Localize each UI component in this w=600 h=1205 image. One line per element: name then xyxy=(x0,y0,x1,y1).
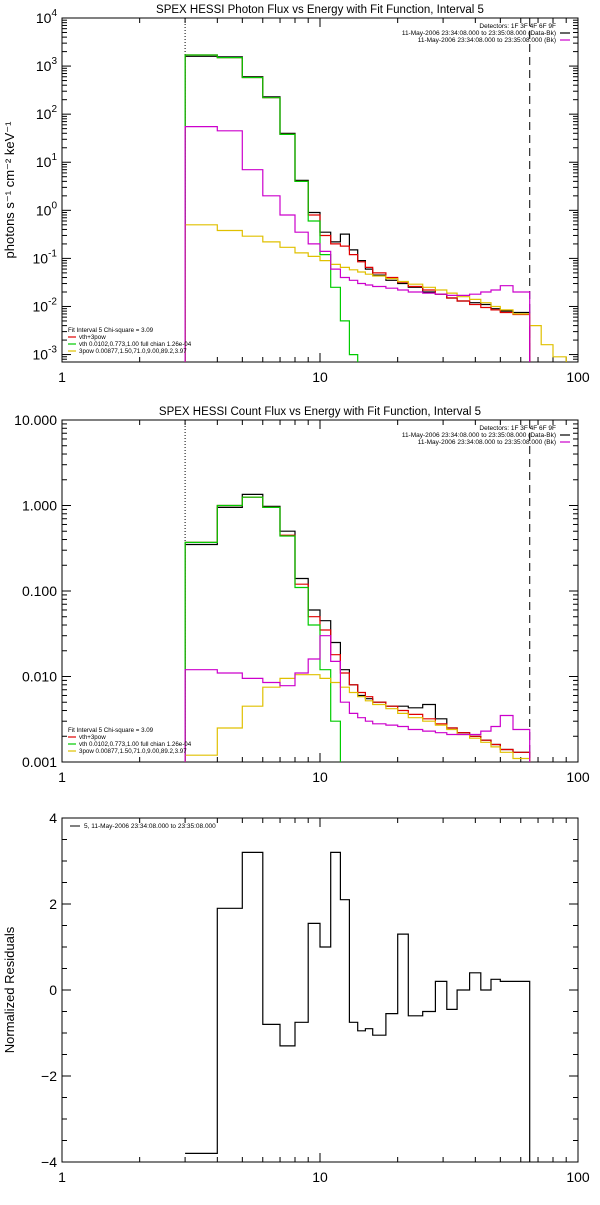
legend-entry: 3pow 0.00877,1.50,71.0,9.00,89.2,3.97 xyxy=(79,348,187,355)
chart-panel-1: SPEX HESSI Photon Flux vs Energy with Fi… xyxy=(2,4,590,385)
y-tick-exponent: 1 xyxy=(51,152,57,163)
legend-entry: Detectors: 1F 3F 4F 6F 9F xyxy=(479,425,556,432)
y-tick-base: 10 xyxy=(36,58,52,74)
legend-entry: 11-May-2006 23:34:08.000 to 23:35:08.000… xyxy=(402,432,556,439)
y-tick-label: 104 xyxy=(36,8,58,26)
legend-entry: vth 0.0102,0.773,1.00 full chian 1.26e-0… xyxy=(79,341,192,348)
chart-panel-3: 1 10 100 −4 −2 0 2 4 Normalized Residuals 5, 11-M… xyxy=(2,810,590,1185)
x-tick-label: 1 xyxy=(58,769,66,785)
legend-entry: vth 0.0102,0.773,1.00 full chian 1.26e-0… xyxy=(79,741,192,748)
legend-entry: Fit Interval 5 Chi-square = 3.09 xyxy=(68,727,154,734)
y-tick-label: 0.010 xyxy=(22,669,57,685)
x-tick-label: 1 xyxy=(58,1169,66,1185)
legend-entry: Fit Interval 5 Chi-square = 3.09 xyxy=(68,327,154,334)
y-tick-label: 0.100 xyxy=(22,583,57,599)
legend-entry: vth+3pow xyxy=(79,334,106,341)
y-tick-base: 10 xyxy=(36,202,52,218)
y-tick-label: 1.000 xyxy=(22,498,57,514)
y-tick-base: 10 xyxy=(36,154,52,170)
legend-entry: vth+3pow xyxy=(79,734,106,741)
y-tick-label: 10.000 xyxy=(14,412,57,428)
chart-title: SPEX HESSI Count Flux vs Energy with Fit… xyxy=(159,406,481,418)
y-tick-label: 103 xyxy=(36,56,58,74)
x-tick-label: 100 xyxy=(566,1169,590,1185)
y-tick-exponent: 2 xyxy=(51,104,57,115)
y-tick-label: 4 xyxy=(49,810,57,826)
y-tick-exponent: -2 xyxy=(48,296,57,307)
y-axis-label: Normalized Residuals xyxy=(2,926,17,1053)
legend-entry: 11-May-2006 23:34:08.000 to 23:35:08.000… xyxy=(402,30,556,37)
chart-title: SPEX HESSI Photon Flux vs Energy with Fi… xyxy=(156,4,484,16)
x-tick-label: 100 xyxy=(566,769,590,785)
y-axis-label: photons s⁻¹ cm⁻² keV⁻¹ xyxy=(2,121,17,259)
y-tick-label: 10-2 xyxy=(33,296,58,314)
y-tick-label: −4 xyxy=(41,1154,57,1170)
series-line-4 xyxy=(184,224,567,362)
x-tick-label: 10 xyxy=(312,1169,328,1185)
series-line-1 xyxy=(184,55,531,362)
chart-panel-2: SPEX HESSI Count Flux vs Energy with Fit… xyxy=(14,406,590,785)
x-tick-label: 10 xyxy=(312,769,328,785)
y-tick-label: 102 xyxy=(36,104,58,122)
plot-frame xyxy=(61,419,579,763)
legend-entry: 11-May-2006 23:34:08.000 to 23:35:08.000… xyxy=(418,37,556,44)
legend-entry: 5, 11-May-2006 23:34:08.000 to 23:35:08.… xyxy=(84,823,216,830)
legend-entry: 11-May-2006 23:34:08.000 to 23:35:08.000… xyxy=(418,439,556,446)
y-tick-exponent: 3 xyxy=(51,56,57,67)
y-tick-base: 10 xyxy=(33,298,49,314)
y-tick-exponent: -1 xyxy=(48,248,57,259)
series-line-1 xyxy=(185,851,531,1162)
y-tick-label: 10-1 xyxy=(33,248,58,266)
series-line-2 xyxy=(184,496,531,762)
series-line-5 xyxy=(184,126,531,362)
x-tick-label: 100 xyxy=(566,369,590,385)
y-tick-label: 2 xyxy=(49,896,57,912)
y-tick-base: 10 xyxy=(36,106,52,122)
x-tick-label: 1 xyxy=(58,369,66,385)
series-line-2 xyxy=(184,54,531,362)
legend-entry: Detectors: 1F 3F 4F 6F 9F xyxy=(479,23,556,30)
y-tick-label: 101 xyxy=(36,152,58,170)
plot-frame xyxy=(61,817,579,1163)
y-tick-label: 0 xyxy=(49,982,57,998)
y-tick-exponent: 0 xyxy=(51,200,57,211)
y-tick-exponent: -3 xyxy=(48,345,57,356)
y-tick-base: 10 xyxy=(36,10,52,26)
y-tick-base: 10 xyxy=(33,250,49,266)
y-tick-label: 100 xyxy=(36,200,58,218)
y-tick-label: 0.001 xyxy=(22,754,57,770)
y-tick-label: −2 xyxy=(41,1068,57,1084)
series-line-3 xyxy=(184,496,341,762)
series-line-1 xyxy=(184,493,531,762)
y-tick-base: 10 xyxy=(33,347,49,363)
series-group xyxy=(185,851,531,1162)
legend-entry: 3pow 0.00877,1.50,71.0,9.00,89.2,3.97 xyxy=(79,748,187,755)
y-tick-exponent: 4 xyxy=(51,8,57,19)
series-group xyxy=(184,54,567,362)
series-line-5 xyxy=(184,635,531,762)
series-group xyxy=(184,493,531,762)
x-tick-label: 10 xyxy=(312,369,328,385)
series-line-4 xyxy=(184,674,531,762)
series-line-3 xyxy=(184,54,359,362)
y-tick-label: 10-3 xyxy=(33,345,58,363)
